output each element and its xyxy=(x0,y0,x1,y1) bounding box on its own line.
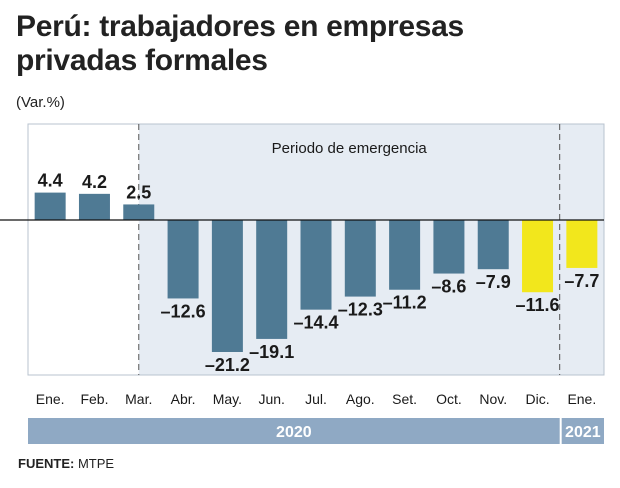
data-label: –8.6 xyxy=(431,277,466,297)
year-band xyxy=(28,418,560,444)
category-label: Abr. xyxy=(171,391,196,407)
bar xyxy=(123,204,155,220)
source-label: FUENTE: xyxy=(18,456,75,471)
year-band xyxy=(561,418,604,444)
data-label: –12.3 xyxy=(338,300,383,320)
category-label: Jun. xyxy=(258,391,284,407)
source-value: MTPE xyxy=(77,456,115,471)
data-label: 4.4 xyxy=(38,171,63,191)
data-label: –7.9 xyxy=(476,272,511,292)
category-label: May. xyxy=(213,391,242,407)
data-label: –14.4 xyxy=(293,313,338,333)
bar xyxy=(522,220,554,293)
bar xyxy=(389,220,421,290)
category-label: Ene. xyxy=(36,391,65,407)
bar xyxy=(34,192,66,220)
category-label: Jul. xyxy=(305,391,327,407)
data-label: 4.2 xyxy=(82,172,107,192)
category-label: Oct. xyxy=(436,391,462,407)
source-note: FUENTE: MTPE xyxy=(18,456,114,471)
bar xyxy=(211,220,243,352)
data-label: –11.6 xyxy=(516,295,560,315)
title-line-2: privadas formales xyxy=(16,44,268,77)
emergency-period-annotation: Periodo de emergencia xyxy=(272,140,428,157)
bar xyxy=(300,220,332,310)
unit-label: (Var.%) xyxy=(16,94,65,111)
data-label: 2.5 xyxy=(126,182,151,202)
data-label: –11.2 xyxy=(383,293,427,313)
bar xyxy=(78,193,110,220)
category-label: Mar. xyxy=(125,391,152,407)
title-line-1: Perú: trabajadores en empresas xyxy=(16,10,464,43)
category-label: Set. xyxy=(392,391,417,407)
bar xyxy=(167,220,199,299)
year-label: 2021 xyxy=(565,424,601,441)
category-label: Ago. xyxy=(346,391,375,407)
bar xyxy=(566,220,598,268)
data-label: –12.6 xyxy=(161,301,206,321)
category-label: Feb. xyxy=(80,391,108,407)
data-label: –21.2 xyxy=(205,355,250,375)
bar xyxy=(256,220,288,339)
chart-title: Perú: trabajadores en empresas privadas … xyxy=(16,10,606,78)
bar xyxy=(344,220,376,297)
category-label: Dic. xyxy=(525,391,549,407)
category-label: Ene. xyxy=(567,391,596,407)
bar xyxy=(477,220,509,270)
data-label: –19.1 xyxy=(249,342,294,362)
year-label: 2020 xyxy=(276,424,312,441)
data-label: –7.7 xyxy=(564,271,599,291)
category-label: Nov. xyxy=(479,391,507,407)
bar xyxy=(433,220,465,274)
